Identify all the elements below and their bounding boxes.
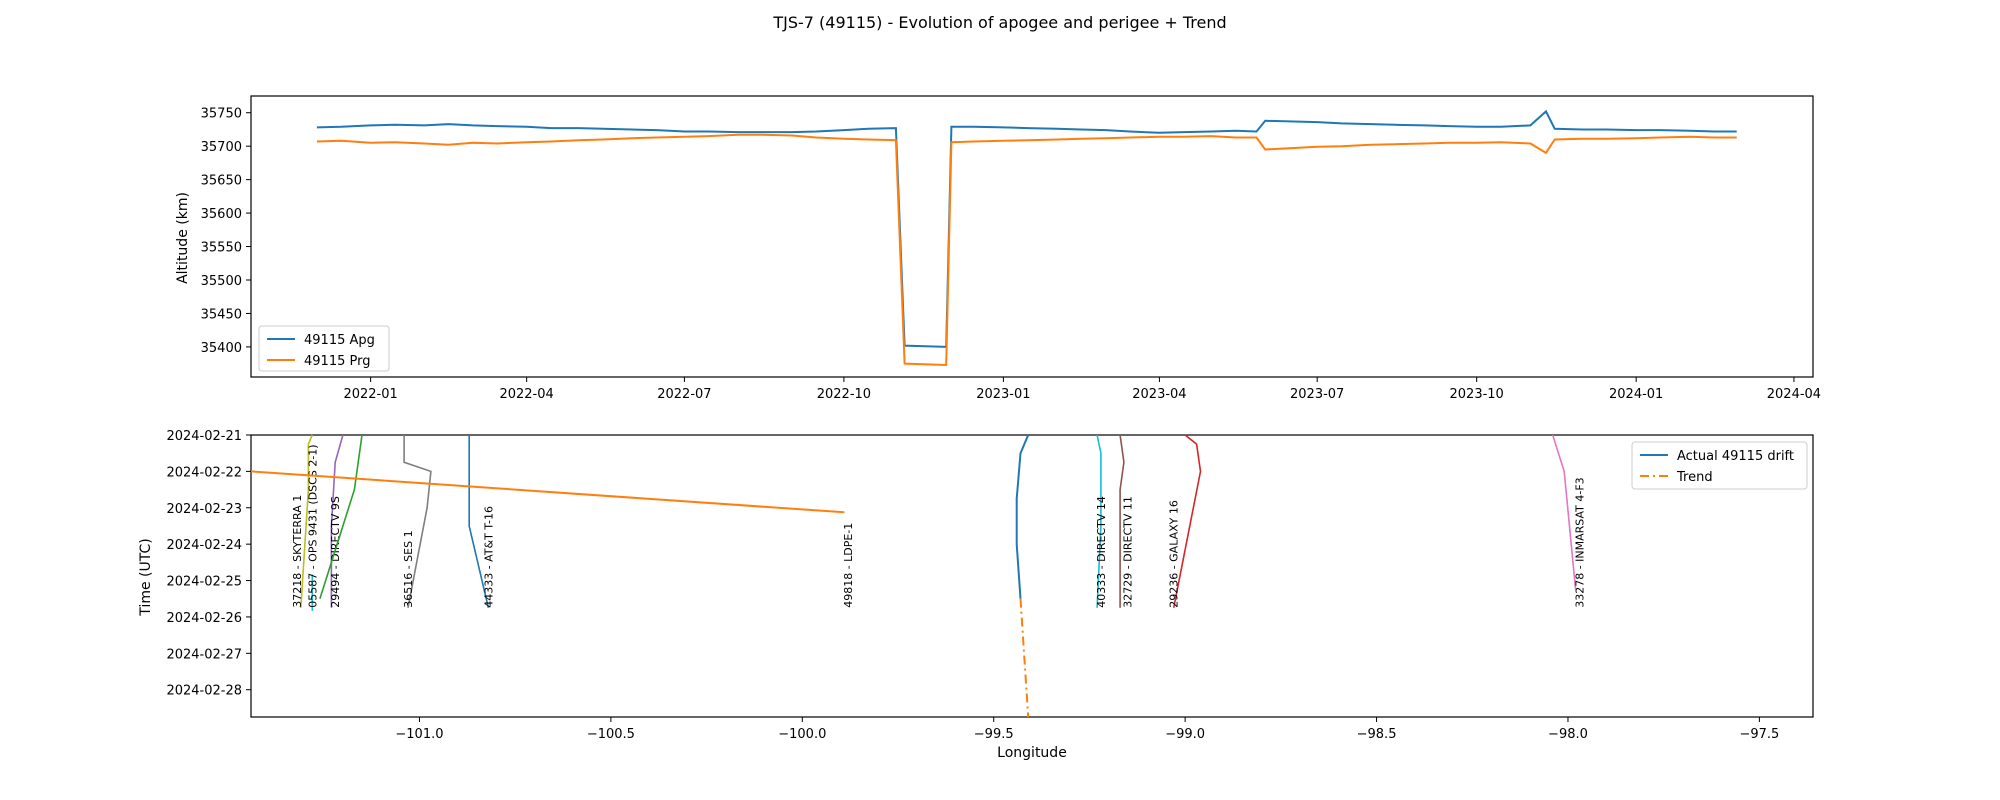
y-tick-label: 2024-02-28 (166, 684, 242, 699)
drift-axes-frame (250, 434, 1814, 718)
series-line-apogee (316, 109, 1737, 348)
y-tick-label: 2024-02-25 (166, 575, 242, 590)
x-tick-label: 2024-04 (1767, 387, 1821, 402)
drift-y-axis-label: Time (UTC) (138, 538, 154, 616)
drift-series-lines (250, 434, 1030, 718)
x-tick-label: 2023-01 (976, 387, 1030, 402)
drift-satellite-tracks: 37218 - SKYTERRA 1 05587 - OPS 9431 (DSCS… (291, 434, 1587, 611)
y-tick-label: 2024-02-24 (166, 538, 242, 553)
y-tick-label: 2024-02-23 (166, 502, 242, 517)
satellite-track-line (1096, 434, 1102, 608)
satellite-label: 29236 - GALAXY 16 (1168, 500, 1181, 608)
y-tick-label: 35600 (201, 207, 242, 222)
legend-label: Actual 49115 drift (1677, 449, 1794, 464)
drift-legend: Actual 49115 drift Trend (1631, 441, 1808, 490)
drift-y-ticks: 2024-02-21 2024-02-22 2024-02-23 2024-02-24… (166, 429, 251, 699)
y-tick-label: 35400 (201, 341, 242, 356)
satellite-label: 49818 - LDPE-1 (842, 523, 855, 608)
y-tick-label: 2024-02-22 (166, 465, 242, 480)
satellite-track-line (1119, 434, 1125, 608)
x-tick-label: 2023-10 (1450, 387, 1504, 402)
x-tick-label: 2022-01 (343, 387, 397, 402)
altitude-y-ticks: 35400 35450 35500 35550 35600 35650 35700 35750 (201, 107, 251, 356)
drift-x-ticks: −101.0 −100.5 −100.0 −99.5 −99.0 −98.5 −98.0 −9… (395, 717, 1779, 742)
x-tick-label: −99.0 (1165, 727, 1205, 742)
series-line-perigee (316, 133, 1737, 367)
x-tick-label: 2022-07 (657, 387, 711, 402)
y-tick-label: 35750 (201, 107, 242, 122)
altitude-y-axis-label: Altitude (km) (175, 192, 191, 284)
altitude-legend: 49115 Apg 49115 Prg (258, 325, 390, 372)
x-tick-label: −101.0 (395, 727, 443, 742)
satellite-label: 37218 - SKYTERRA 1 (291, 495, 304, 608)
y-tick-label: 35550 (201, 241, 242, 256)
satellite-track-line (403, 435, 432, 608)
y-tick-label: 35650 (201, 174, 242, 189)
satellite-track-line (1551, 434, 1577, 590)
satellite-track-line (468, 435, 490, 608)
satellite-label: 44333 - AT&T T-16 (482, 506, 495, 608)
x-tick-label: 2023-04 (1132, 387, 1186, 402)
y-tick-label: 35450 (201, 307, 242, 322)
x-tick-label: −98.0 (1548, 727, 1588, 742)
satellite-label: 29494 - DIRECTV 9S (329, 496, 342, 608)
altitude-x-ticks: 2022-01 2022-04 2022-07 2022-10 2023-01 2023-… (343, 377, 1821, 402)
figure-title: TJS-7 (49115) - Evolution of apogee and … (772, 13, 1226, 32)
satellite-track-line (1172, 434, 1202, 608)
legend-label: Trend (1676, 470, 1713, 485)
y-tick-label: 35700 (201, 140, 242, 155)
satellite-track-line (330, 434, 344, 608)
y-tick-label: 35500 (201, 274, 242, 289)
satellite-label: 40333 - DIRECTV 14 (1095, 496, 1108, 608)
satellite-label: 36516 - SES 1 (402, 530, 415, 607)
legend-box (1631, 441, 1808, 490)
legend-label: 49115 Apg (304, 333, 375, 348)
satellite-track-line (319, 434, 363, 599)
satellite-label: 05587 - OPS 9431 (DSCS 2-1) (306, 444, 319, 607)
y-tick-label: 2024-02-21 (166, 429, 242, 444)
altitude-series-lines (316, 109, 1737, 367)
y-tick-label: 2024-02-26 (166, 611, 242, 626)
x-tick-label: −100.0 (778, 727, 826, 742)
legend-label: 49115 Prg (304, 354, 370, 369)
x-tick-label: 2022-10 (817, 387, 871, 402)
chart-drift: 37218 - SKYTERRA 1 05587 - OPS 9431 (DSCS… (138, 429, 1814, 761)
x-tick-label: −97.5 (1739, 727, 1779, 742)
series-line-ldpe-track (250, 470, 845, 514)
satellite-track-line (300, 434, 314, 608)
satellite-label: 33278 - INMARSAT 4-F3 (1574, 477, 1587, 607)
x-tick-label: −98.5 (1357, 727, 1397, 742)
altitude-axes-frame (250, 95, 1814, 378)
y-tick-label: 2024-02-27 (166, 647, 242, 662)
chart-altitude: 2022-01 2022-04 2022-07 2022-10 2023-01 2023-… (175, 95, 1821, 402)
x-tick-label: 2024-01 (1609, 387, 1663, 402)
satellite-label: 32729 - DIRECTV 11 (1122, 496, 1135, 608)
series-line-actual-drift (1015, 434, 1030, 599)
x-tick-label: −100.5 (587, 727, 635, 742)
x-tick-label: 2023-07 (1290, 387, 1344, 402)
drift-x-axis-label: Longitude (997, 745, 1067, 761)
series-line-trend (1019, 598, 1030, 718)
x-tick-label: 2022-04 (499, 387, 553, 402)
x-tick-label: −99.5 (974, 727, 1014, 742)
